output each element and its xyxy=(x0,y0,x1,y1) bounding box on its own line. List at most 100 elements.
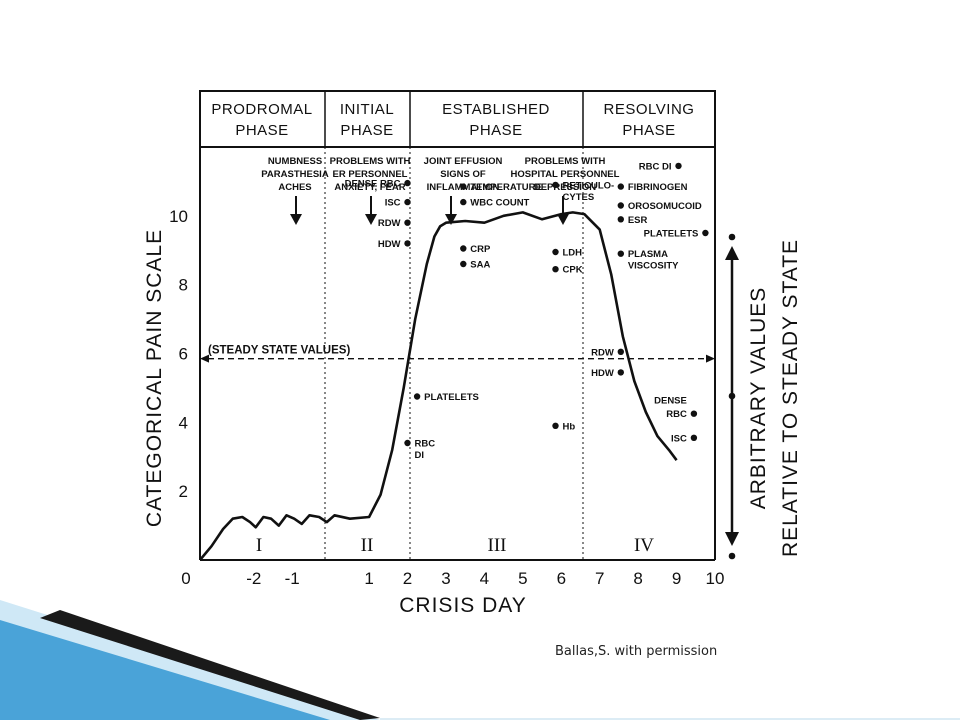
note-2-line1: PROBLEMS WITH xyxy=(330,156,411,167)
marker-dot-1 xyxy=(404,198,411,206)
steady-state-left-arrow-icon xyxy=(200,354,209,363)
marker-dot-12 xyxy=(552,266,559,273)
marker-label-0: DENSE RBC xyxy=(345,179,401,190)
marker-label-22-line0: DENSE xyxy=(654,396,687,407)
note-1-arrow-icon xyxy=(290,196,302,225)
marker-dot-4 xyxy=(413,393,421,400)
marker-label-18: PLATELETS xyxy=(644,229,699,240)
marker-label-8: CRP xyxy=(470,244,491,255)
right-axis-title-line1: ARBITRARY VALUES xyxy=(747,287,770,510)
x-tick-label-2: -1 xyxy=(285,569,300,588)
marker-label-4: PLATELETS xyxy=(424,392,479,403)
pain-curve-line xyxy=(199,211,678,561)
marker-label-10: RETICULO- xyxy=(563,180,615,191)
y-tick-label-0: 2 xyxy=(179,482,188,501)
x-tick-label-3: 1 xyxy=(364,569,373,588)
x-tick-label-11: 9 xyxy=(672,569,681,588)
marker-dot-22 xyxy=(690,410,698,417)
x-tick-label-5: 3 xyxy=(441,569,450,588)
steady-state-right-arrow-icon xyxy=(706,354,715,363)
phase-title-4-line1: RESOLVING xyxy=(604,101,695,118)
steady-state-label: (STEADY STATE VALUES) xyxy=(208,345,350,357)
right-axis-arrow xyxy=(725,233,739,560)
right-axis-bottom-dot xyxy=(728,552,736,560)
marker-label-11: LDH xyxy=(563,247,583,258)
marker-dot-21 xyxy=(617,369,624,376)
marker-label-17: ESR xyxy=(628,215,648,226)
marker-dot-11 xyxy=(552,248,559,256)
phase-title-2-line1: INITIAL xyxy=(340,101,394,118)
note-1-line3: ACHES xyxy=(278,182,311,193)
x-tick-label-7: 5 xyxy=(518,569,527,588)
x-tick-label-1: -2 xyxy=(246,569,261,588)
right-axis-top-dot xyxy=(728,233,736,241)
marker-label-5: RBC xyxy=(415,438,436,449)
marker-label-20: RDW xyxy=(591,347,614,358)
marker-dot-17 xyxy=(617,216,624,223)
footer-dark-wedge xyxy=(40,610,380,720)
phase-roman-4: IV xyxy=(634,535,654,556)
marker-dot-13 xyxy=(552,422,559,429)
y-axis-title: CATEGORICAL PAIN SCALE xyxy=(143,229,166,527)
marker-dot-15 xyxy=(617,183,624,190)
marker-dot-10 xyxy=(552,181,559,189)
x-axis-title: CRISIS DAY xyxy=(399,594,526,617)
x-tick-label-12: 10 xyxy=(706,569,725,588)
note-1-line1: NUMBNESS xyxy=(268,156,322,167)
marker-dot-2 xyxy=(404,219,411,226)
note-3-arrow-icon xyxy=(445,196,457,225)
marker-label-21: HDW xyxy=(591,368,614,379)
marker-label-16: OROSOMUCOID xyxy=(628,201,702,212)
marker-dot-9 xyxy=(460,260,467,268)
marker-dot-20 xyxy=(617,348,624,355)
phase-titles: PRODROMAL PHASE INITIAL PHASE ESTABLISHE… xyxy=(211,101,694,139)
marker-label-12: CPK xyxy=(563,265,583,276)
marker-dot-0 xyxy=(404,179,411,187)
y-tick-label-1: 4 xyxy=(179,413,188,432)
right-axis-up-arrow-icon xyxy=(725,246,739,260)
x-tick-label-0: 0 xyxy=(181,569,190,588)
x-tick-label-6: 4 xyxy=(480,569,489,588)
y-tick-labels: 2 4 6 8 10 xyxy=(169,207,188,501)
marker-label-10-line2: CYTES xyxy=(563,192,595,203)
note-2-line3: ANXIETY, FEAR xyxy=(334,182,405,193)
phase-roman-1: I xyxy=(256,535,262,556)
footer-blue-wave xyxy=(0,620,330,720)
marker-dot-5 xyxy=(404,439,411,447)
marker-label-14: RBC DI xyxy=(639,161,672,172)
marker-label-13: Hb xyxy=(563,421,576,432)
marker-dot-8 xyxy=(460,245,467,252)
x-tick-label-10: 8 xyxy=(633,569,642,588)
marker-label-15: FIBRINOGEN xyxy=(628,182,688,193)
x-tick-labels: 0 -2 -1 1 2 3 4 5 6 7 8 9 10 xyxy=(181,569,724,588)
marker-label-7: WBC COUNT xyxy=(470,198,529,209)
marker-label-19: PLASMA xyxy=(628,249,668,260)
y-tick-label-4: 10 xyxy=(169,207,188,226)
note-4-line3: DEPRESSION xyxy=(534,182,596,193)
marker-label-5-line2: DI xyxy=(415,450,425,461)
y-tick-label-3: 8 xyxy=(179,276,188,295)
phase-title-3-line2: PHASE xyxy=(469,122,522,139)
note-4-line2: HOSPITAL PERSONNEL xyxy=(511,169,620,180)
marker-label-19-line2: VISCOSITY xyxy=(628,261,679,272)
right-axis-down-arrow-icon xyxy=(725,532,739,546)
phase-title-1-line2: PHASE xyxy=(235,122,288,139)
pain-scale-chart: PRODROMAL PHASE INITIAL PHASE ESTABLISHE… xyxy=(143,90,802,617)
phase-title-3-line1: ESTABLISHED xyxy=(442,101,550,118)
marker-label-23: ISC xyxy=(671,433,687,444)
marker-dot-23 xyxy=(690,434,698,441)
marker-label-1: ISC xyxy=(385,198,401,209)
phase-title-4-line2: PHASE xyxy=(622,122,675,139)
note-2-line2: ER PERSONNEL xyxy=(333,169,408,180)
marker-dot-19 xyxy=(617,250,624,257)
marker-label-6: TEMPERATURE xyxy=(470,182,542,193)
note-3-line1: JOINT EFFUSION xyxy=(424,156,503,167)
chart-figure: PRODROMAL PHASE INITIAL PHASE ESTABLISHE… xyxy=(133,88,803,618)
marker-dot-6 xyxy=(460,183,467,190)
marker-dot-7 xyxy=(460,198,467,206)
marker-label-2: RDW xyxy=(378,218,401,229)
phase-title-1-line1: PRODROMAL xyxy=(211,101,312,118)
marker-dot-16 xyxy=(617,202,624,209)
